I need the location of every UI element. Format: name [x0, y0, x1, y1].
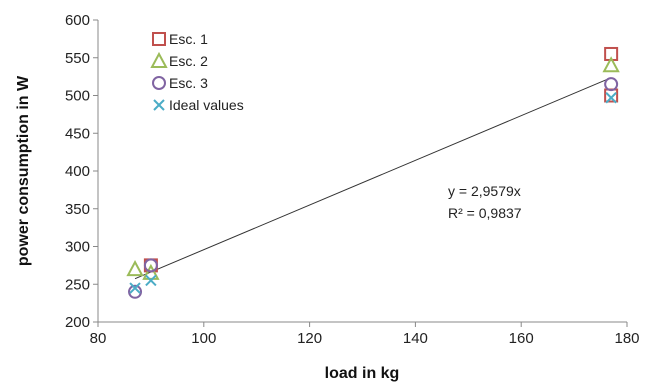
data-points	[126, 46, 620, 299]
legend-label-esc-1: Esc. 1	[169, 31, 208, 47]
point-esc-2	[142, 263, 160, 280]
legend-marker-esc-1	[152, 32, 166, 46]
x-axis-ticks: 80 100 120 140 160 180	[90, 322, 640, 347]
y-tick-label: 400	[65, 163, 90, 180]
x-tick-label: 100	[191, 330, 216, 347]
legend-label-esc-2: Esc. 2	[169, 53, 208, 69]
legend-marker-esc-2	[150, 51, 168, 68]
y-axis-title: power consumption in W	[15, 75, 32, 266]
y-axis-ticks: 200 250 300 350 400 450 500 550 600	[65, 12, 98, 331]
trendline-r-squared: R² = 0,9837	[448, 205, 522, 221]
legend-label-esc-3: Esc. 3	[169, 75, 208, 91]
x-tick-label: 160	[509, 330, 534, 347]
cross-stroke	[605, 92, 617, 104]
y-tick-label: 200	[65, 314, 90, 331]
y-tick-label: 550	[65, 50, 90, 67]
point-esc-3	[604, 77, 619, 92]
x-tick-label: 180	[614, 330, 639, 347]
point-ideal-values	[605, 92, 617, 104]
point-ideal-values	[129, 282, 141, 294]
trendline-equation: y = 2,9579x	[448, 183, 521, 199]
trendline-group	[134, 77, 612, 280]
y-tick-label: 450	[65, 125, 90, 142]
point-ideal-values	[145, 274, 157, 287]
legend: Esc. 1 Esc. 2 Esc. 3 Ideal values	[150, 31, 244, 113]
legend-marker-ideal-values	[153, 99, 165, 111]
trendline	[134, 77, 612, 280]
cross-stroke	[129, 282, 141, 294]
y-tick-label: 350	[65, 201, 90, 218]
y-tick-label: 500	[65, 88, 90, 105]
legend-label-ideal-values: Ideal values	[169, 97, 244, 113]
legend-marker-esc-3	[152, 76, 166, 90]
point-esc-2	[126, 260, 144, 277]
y-tick-label: 250	[65, 276, 90, 293]
x-tick-label: 120	[297, 330, 322, 347]
x-tick-label: 80	[90, 330, 107, 347]
x-tick-label: 140	[403, 330, 428, 347]
point-esc-1	[604, 88, 619, 103]
cross-stroke	[153, 99, 165, 111]
y-tick-label: 600	[65, 12, 90, 29]
point-esc-3	[143, 258, 158, 273]
plot-area: 200 250 300 350 400 450 500 550 600 80 100 120 140 1…	[65, 12, 640, 347]
point-esc-2	[602, 56, 620, 73]
y-tick-label: 300	[65, 239, 90, 256]
cross-stroke	[145, 274, 157, 287]
x-axis-title: load in kg	[325, 365, 400, 382]
point-esc-3	[128, 284, 143, 299]
